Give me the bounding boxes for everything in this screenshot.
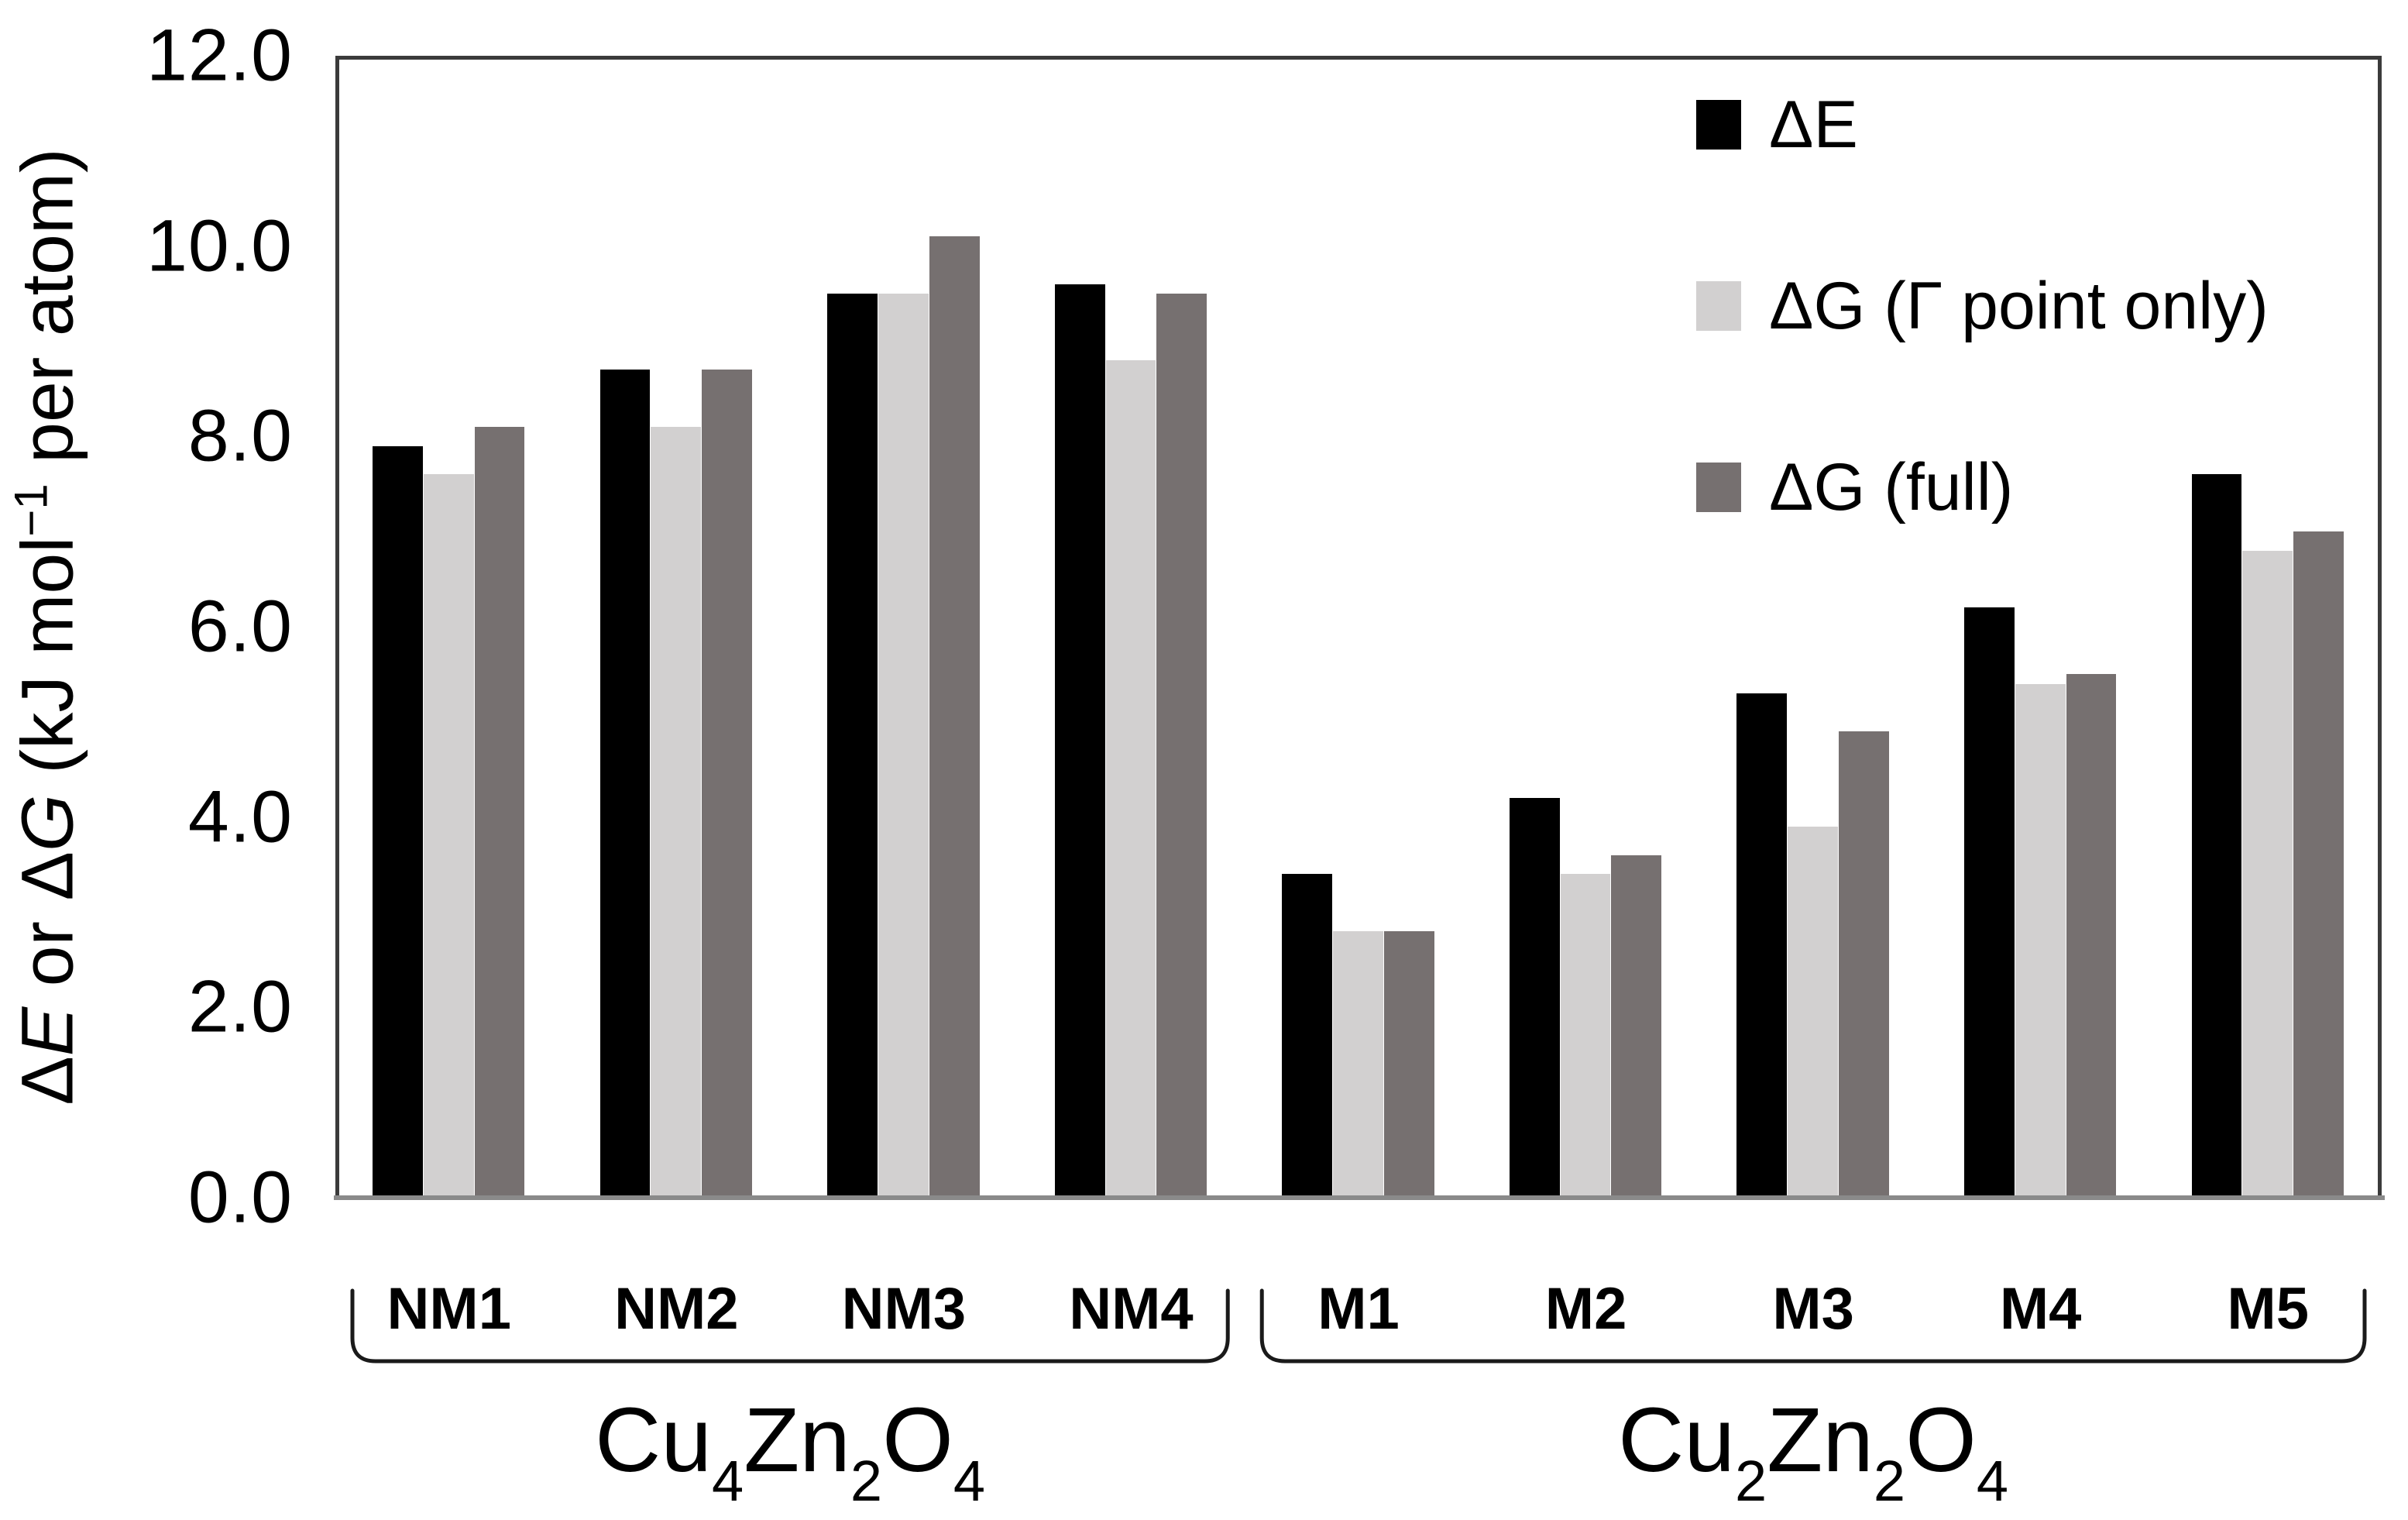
x-axis-label-NM3: NM3: [841, 1276, 967, 1342]
bar-NM2-series-1: [599, 370, 651, 1196]
legend-item: ΔE: [1696, 91, 2269, 158]
bar-NM1-series-1: [373, 445, 423, 1196]
bar-NM4-series-1: [1054, 284, 1105, 1196]
x-axis-label-M3: M3: [1772, 1276, 1854, 1342]
legend-label: ΔG (full): [1769, 450, 2014, 524]
bar-M5-series-1: [2191, 474, 2242, 1196]
bar-M4-series-2: [2015, 683, 2066, 1196]
bar-M1-series-2: [1333, 931, 1383, 1196]
bar-M3-series-1: [1736, 693, 1788, 1196]
bar-NM1-series-3: [474, 427, 525, 1196]
y-tick-label: 4.0: [187, 775, 293, 858]
legend-swatch-icon: [1696, 100, 1741, 150]
bar-NM3-series-3: [929, 236, 980, 1196]
legend-swatch-icon: [1696, 281, 1741, 331]
bar-M1-series-1: [1282, 874, 1333, 1196]
group-bracket: [1259, 1288, 2367, 1364]
bar-NM4-series-3: [1156, 294, 1207, 1196]
bar-NM3-series-2: [878, 294, 929, 1196]
bar-M3-series-2: [1788, 826, 1838, 1196]
legend-swatch-icon: [1696, 463, 1741, 512]
group-label-Cu4Zn2O4: Cu4Zn2O4: [595, 1389, 986, 1513]
legend-label: ΔE: [1769, 88, 1858, 162]
bar-NM1-series-2: [423, 474, 474, 1196]
x-axis-label-M5: M5: [2227, 1276, 2310, 1342]
bar-M4-series-3: [2066, 674, 2117, 1196]
bar-NM2-series-3: [702, 370, 752, 1196]
x-axis-label-NM1: NM1: [386, 1276, 511, 1342]
y-tick-label: 8.0: [187, 394, 293, 477]
x-axis-line: [334, 1195, 2385, 1200]
bar-NM3-series-1: [827, 294, 878, 1196]
group-label-Cu2Zn2O4: Cu2Zn2O4: [1618, 1389, 2009, 1513]
bar-M5-series-2: [2242, 550, 2293, 1196]
bar-M2-series-2: [1560, 874, 1611, 1196]
legend: ΔE ΔG (Γ point only) ΔG (full): [1696, 91, 2269, 521]
bar-M5-series-3: [2293, 531, 2344, 1196]
bar-M4-series-1: [1964, 607, 2015, 1196]
group-bracket: [350, 1288, 1230, 1364]
x-axis-label-M4: M4: [1999, 1276, 2082, 1342]
legend-item: ΔG (full): [1696, 454, 2269, 521]
x-axis-label-M1: M1: [1317, 1276, 1400, 1342]
bar-NM4-series-2: [1105, 360, 1156, 1196]
bar-M2-series-1: [1509, 798, 1560, 1196]
y-tick-label: 0.0: [187, 1156, 293, 1239]
y-tick-label: 6.0: [187, 585, 293, 668]
x-axis-label-M2: M2: [1544, 1276, 1627, 1342]
bar-M1-series-3: [1383, 931, 1434, 1196]
bar-NM2-series-2: [651, 427, 702, 1196]
y-tick-label: 10.0: [146, 205, 293, 287]
x-axis-label-NM2: NM2: [614, 1276, 739, 1342]
y-tick-label: 2.0: [187, 965, 293, 1048]
legend-label: ΔG (Γ point only): [1769, 269, 2269, 343]
bar-M3-series-3: [1838, 731, 1889, 1196]
legend-item: ΔG (Γ point only): [1696, 273, 2269, 339]
x-axis-label-NM4: NM4: [1069, 1276, 1194, 1342]
bar-M2-series-3: [1611, 855, 1662, 1196]
y-tick-label: 12.0: [146, 14, 293, 97]
